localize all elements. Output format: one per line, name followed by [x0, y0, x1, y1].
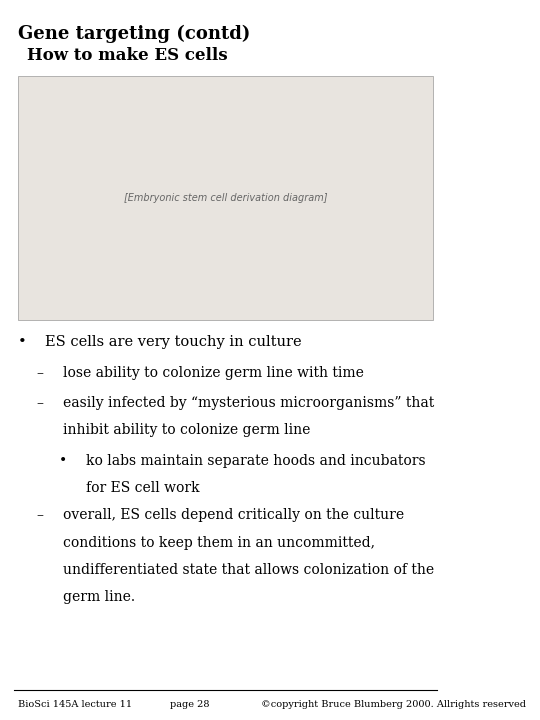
Text: undifferentiated state that allows colonization of the: undifferentiated state that allows colon…	[63, 563, 434, 577]
Text: •: •	[59, 454, 67, 467]
Text: [Embryonic stem cell derivation diagram]: [Embryonic stem cell derivation diagram]	[124, 193, 327, 203]
Text: •: •	[18, 335, 27, 348]
Text: How to make ES cells: How to make ES cells	[27, 47, 228, 64]
Text: inhibit ability to colonize germ line: inhibit ability to colonize germ line	[63, 423, 310, 437]
Text: overall, ES cells depend critically on the culture: overall, ES cells depend critically on t…	[63, 508, 404, 522]
Text: Gene targeting (contd): Gene targeting (contd)	[18, 25, 251, 43]
Text: ES cells are very touchy in culture: ES cells are very touchy in culture	[45, 335, 302, 348]
Text: –: –	[36, 396, 43, 410]
Text: germ line.: germ line.	[63, 590, 135, 604]
FancyBboxPatch shape	[18, 76, 433, 320]
Text: lose ability to colonize germ line with time: lose ability to colonize germ line with …	[63, 366, 364, 379]
Text: –: –	[36, 366, 43, 379]
Text: BioSci 145A lecture 11: BioSci 145A lecture 11	[18, 700, 132, 708]
Text: conditions to keep them in an uncommitted,: conditions to keep them in an uncommitte…	[63, 536, 375, 549]
Text: ©copyright Bruce Blumberg 2000. Allrights reserved: ©copyright Bruce Blumberg 2000. Allright…	[261, 700, 526, 708]
Text: easily infected by “mysterious microorganisms” that: easily infected by “mysterious microorga…	[63, 396, 434, 410]
Text: ko labs maintain separate hoods and incubators: ko labs maintain separate hoods and incu…	[86, 454, 426, 467]
Text: –: –	[36, 508, 43, 522]
Text: for ES cell work: for ES cell work	[86, 481, 199, 495]
Text: page 28: page 28	[170, 700, 209, 708]
